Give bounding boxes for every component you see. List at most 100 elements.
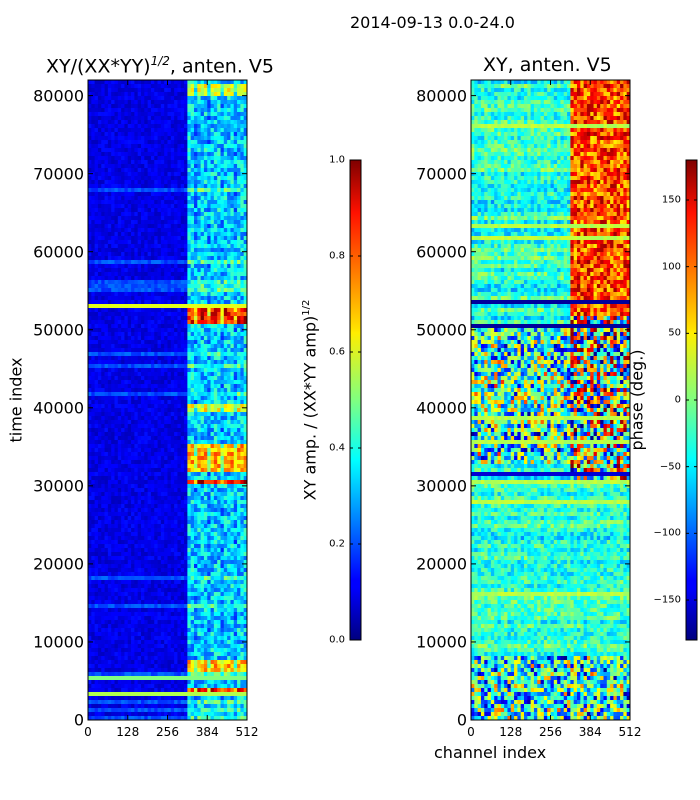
amplitude-heatmap-cell <box>88 416 92 421</box>
amplitude-heatmap-cell <box>127 116 132 121</box>
amplitude-heatmap-cell <box>157 160 162 165</box>
amplitude-heatmap-cell <box>88 192 92 197</box>
amplitude-heatmap-cell <box>184 236 188 241</box>
amplitude-heatmap-cell <box>111 144 115 149</box>
amplitude-heatmap-cell <box>124 336 129 341</box>
amplitude-heatmap-cell <box>203 280 208 285</box>
amplitude-heatmap-cell <box>117 308 122 313</box>
amplitude-heatmap-cell <box>124 448 129 453</box>
amplitude-heatmap-cell <box>114 280 119 285</box>
amplitude-heatmap-cell <box>167 320 172 325</box>
amplitude-heatmap-cell <box>121 244 125 249</box>
amplitude-heatmap-cell <box>237 436 241 441</box>
amplitude-heatmap-cell <box>190 360 195 365</box>
amplitude-heatmap-cell <box>134 456 139 461</box>
amplitude-heatmap-cell <box>101 400 105 405</box>
amplitude-heatmap-cell <box>88 88 92 93</box>
amplitude-heatmap-cell <box>117 256 122 261</box>
amplitude-heatmap-cell <box>174 200 178 205</box>
amplitude-heatmap-cell <box>194 240 198 245</box>
amplitude-heatmap-cell <box>97 144 102 149</box>
amplitude-heatmap-cell <box>194 104 198 109</box>
amplitude-heatmap-cell <box>127 388 132 393</box>
amplitude-heatmap-cell <box>240 472 245 477</box>
amplitude-heatmap-cell <box>121 356 125 361</box>
amplitude-heatmap-cell <box>121 448 125 453</box>
amplitude-heatmap-cell <box>207 460 211 465</box>
amplitude-heatmap-cell <box>184 368 188 373</box>
amplitude-heatmap-cell <box>240 416 245 421</box>
amplitude-heatmap-cell <box>200 92 205 97</box>
amplitude-heatmap-cell <box>97 368 102 373</box>
amplitude-heatmap-cell <box>177 332 182 337</box>
amplitude-heatmap-cell <box>207 244 211 249</box>
amplitude-heatmap-cell <box>131 96 135 101</box>
amplitude-heatmap-cell <box>91 412 96 417</box>
amplitude-heatmap-cell <box>174 212 178 217</box>
amplitude-heatmap-cell <box>141 348 145 353</box>
amplitude-heatmap-cell <box>88 228 92 233</box>
amplitude-heatmap-cell <box>91 336 96 341</box>
amplitude-heatmap-cell <box>111 128 115 133</box>
amplitude-heatmap-cell <box>187 188 192 193</box>
amplitude-heatmap-cell <box>134 424 139 429</box>
amplitude-heatmap-cell <box>88 112 92 117</box>
amplitude-heatmap-cell <box>150 88 155 93</box>
amplitude-heatmap-cell <box>194 184 198 189</box>
amplitude-heatmap-cell <box>101 196 105 201</box>
amplitude-heatmap-cell <box>114 376 119 381</box>
amplitude-heatmap-cell <box>217 404 221 409</box>
amplitude-heatmap-cell <box>177 448 182 453</box>
amplitude-heatmap-cell <box>157 284 162 289</box>
amplitude-heatmap-cell <box>141 120 145 125</box>
amplitude-heatmap-cell <box>203 264 208 269</box>
amplitude-heatmap-cell <box>127 468 132 473</box>
amplitude-heatmap-cell <box>124 308 129 313</box>
amplitude-heatmap-cell <box>243 224 248 229</box>
amplitude-heatmap-cell <box>154 288 158 293</box>
amplitude-heatmap-cell <box>200 432 205 437</box>
amplitude-heatmap-cell <box>144 244 149 249</box>
amplitude-heatmap-cell <box>233 216 238 221</box>
amplitude-heatmap-cell <box>240 428 245 433</box>
amplitude-heatmap-cell <box>174 336 178 341</box>
amplitude-heatmap-cell <box>223 172 228 177</box>
amplitude-heatmap-cell <box>190 140 195 145</box>
amplitude-heatmap-cell <box>213 352 218 357</box>
amplitude-heatmap-cell <box>141 400 145 405</box>
amplitude-heatmap-cell <box>144 136 149 141</box>
amplitude-heatmap-cell <box>150 136 155 141</box>
amplitude-heatmap-cell <box>213 384 218 389</box>
amplitude-heatmap-cell <box>147 476 152 481</box>
amplitude-heatmap-cell <box>121 424 125 429</box>
amplitude-heatmap-cell <box>150 484 155 489</box>
amplitude-heatmap-cell <box>213 128 218 133</box>
amplitude-heatmap-cell <box>107 80 112 85</box>
amplitude-heatmap-cell <box>101 176 105 181</box>
amplitude-heatmap-cell <box>243 368 248 373</box>
amplitude-heatmap-cell <box>233 332 238 337</box>
amplitude-heatmap-cell <box>237 372 241 377</box>
amplitude-heatmap-cell <box>174 288 178 293</box>
amplitude-heatmap-cell <box>194 156 198 161</box>
amplitude-heatmap-cell <box>97 212 102 217</box>
amplitude-heatmap-cell <box>150 408 155 413</box>
amplitude-heatmap-cell <box>141 204 145 209</box>
amplitude-heatmap-cell <box>164 424 168 429</box>
amplitude-heatmap-cell <box>197 400 202 405</box>
amplitude-heatmap-cell <box>243 200 248 205</box>
amplitude-heatmap-cell <box>233 396 238 401</box>
amplitude-heatmap-cell <box>243 176 248 181</box>
amplitude-heatmap-cell <box>154 432 158 437</box>
amplitude-heatmap-cell <box>217 424 221 429</box>
amplitude-heatmap-cell <box>177 292 182 297</box>
amplitude-heatmap-cell <box>243 396 248 401</box>
amplitude-heatmap-cell <box>210 304 215 309</box>
amplitude-heatmap-cell <box>147 296 152 301</box>
amplitude-heatmap-cell <box>160 492 165 497</box>
amplitude-heatmap-cell <box>157 184 162 189</box>
amplitude-heatmap-cell <box>137 492 142 497</box>
amplitude-heatmap-cell <box>203 104 208 109</box>
amplitude-heatmap-cell <box>134 380 139 385</box>
amplitude-heatmap-cell <box>170 404 175 409</box>
